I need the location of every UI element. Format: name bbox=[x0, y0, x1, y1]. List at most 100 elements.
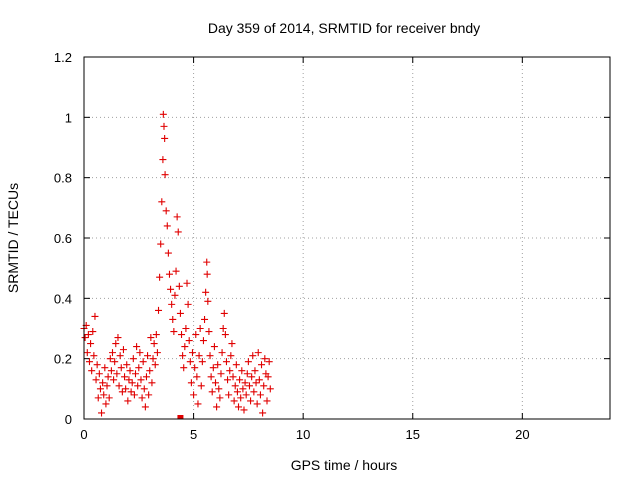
data-point bbox=[132, 370, 140, 378]
data-point bbox=[159, 156, 167, 164]
data-point bbox=[153, 349, 161, 357]
data-point bbox=[106, 355, 114, 363]
data-point bbox=[195, 352, 203, 360]
data-point bbox=[157, 240, 165, 248]
data-point bbox=[135, 364, 143, 372]
data-point bbox=[254, 349, 262, 357]
data-point bbox=[113, 370, 121, 378]
data-point bbox=[202, 288, 210, 296]
data-point bbox=[141, 403, 149, 411]
data-point bbox=[124, 397, 132, 405]
outlier-point bbox=[177, 415, 184, 419]
data-point bbox=[111, 358, 119, 366]
data-point bbox=[152, 331, 160, 339]
data-point bbox=[221, 331, 229, 339]
y-tick-label: 0.2 bbox=[54, 352, 72, 367]
data-point bbox=[191, 364, 199, 372]
data-point bbox=[148, 379, 156, 387]
data-point bbox=[93, 361, 101, 369]
data-point bbox=[146, 367, 154, 375]
data-point bbox=[133, 343, 141, 351]
data-point bbox=[100, 391, 108, 399]
data-point bbox=[108, 349, 116, 357]
data-point bbox=[114, 334, 122, 342]
data-point bbox=[214, 361, 222, 369]
data-point bbox=[145, 391, 153, 399]
data-point bbox=[231, 382, 239, 390]
data-point bbox=[140, 385, 148, 393]
data-point bbox=[149, 355, 157, 363]
data-point bbox=[192, 331, 200, 339]
data-point bbox=[242, 391, 250, 399]
data-point bbox=[147, 334, 155, 342]
data-point bbox=[186, 358, 194, 366]
data-point bbox=[169, 315, 177, 323]
data-point bbox=[99, 379, 107, 387]
data-series-bndy bbox=[80, 110, 274, 419]
grid-lines bbox=[84, 57, 610, 419]
data-point bbox=[167, 285, 175, 293]
data-point bbox=[180, 364, 188, 372]
data-point bbox=[204, 297, 212, 305]
data-point bbox=[266, 385, 274, 393]
y-tick-label: 0.8 bbox=[54, 171, 72, 186]
data-point bbox=[87, 340, 95, 348]
data-point bbox=[237, 394, 245, 402]
y-tick-label: 0.6 bbox=[54, 231, 72, 246]
data-point bbox=[173, 213, 181, 221]
data-point bbox=[159, 110, 167, 118]
data-point bbox=[239, 385, 247, 393]
data-point bbox=[161, 134, 169, 142]
y-tick-labels: 0 0.2 0.4 0.6 0.8 1 1.2 bbox=[54, 50, 72, 427]
data-point bbox=[206, 352, 214, 360]
data-point bbox=[194, 400, 202, 408]
data-point bbox=[110, 376, 118, 384]
data-point bbox=[209, 364, 217, 372]
data-point bbox=[185, 337, 193, 345]
data-point bbox=[197, 382, 205, 390]
data-point bbox=[220, 309, 228, 317]
data-point bbox=[229, 373, 237, 381]
data-point bbox=[181, 343, 189, 351]
x-tick-label: 15 bbox=[406, 427, 420, 442]
data-point bbox=[127, 388, 135, 396]
y-tick-label: 1.2 bbox=[54, 50, 72, 65]
data-point bbox=[232, 361, 240, 369]
data-point bbox=[203, 258, 211, 266]
data-point bbox=[103, 382, 111, 390]
data-point bbox=[171, 291, 179, 299]
data-point bbox=[248, 373, 256, 381]
data-point bbox=[179, 352, 187, 360]
data-point bbox=[203, 270, 211, 278]
x-tick-label: 10 bbox=[296, 427, 310, 442]
data-point bbox=[92, 376, 100, 384]
data-point bbox=[165, 270, 173, 278]
data-point bbox=[188, 349, 196, 357]
data-point bbox=[102, 400, 110, 408]
data-point bbox=[85, 358, 93, 366]
data-point bbox=[142, 373, 150, 381]
data-point bbox=[238, 367, 246, 375]
data-point bbox=[260, 382, 268, 390]
y-tick-label: 0.4 bbox=[54, 291, 72, 306]
data-point bbox=[219, 325, 227, 332]
data-point bbox=[182, 325, 190, 332]
data-point bbox=[187, 379, 195, 387]
data-point bbox=[251, 367, 259, 375]
x-tick-label: 0 bbox=[80, 427, 87, 442]
data-point bbox=[199, 337, 207, 345]
data-point bbox=[215, 385, 223, 393]
data-point bbox=[244, 358, 252, 366]
data-point bbox=[230, 397, 238, 405]
plot-frame bbox=[83, 56, 611, 420]
data-point bbox=[226, 367, 234, 375]
data-point bbox=[151, 361, 159, 369]
data-point bbox=[259, 409, 267, 417]
data-point bbox=[198, 358, 206, 366]
data-point bbox=[227, 352, 235, 360]
data-point bbox=[156, 273, 164, 281]
data-point bbox=[130, 391, 138, 399]
data-point bbox=[129, 355, 137, 363]
data-point bbox=[265, 358, 273, 366]
